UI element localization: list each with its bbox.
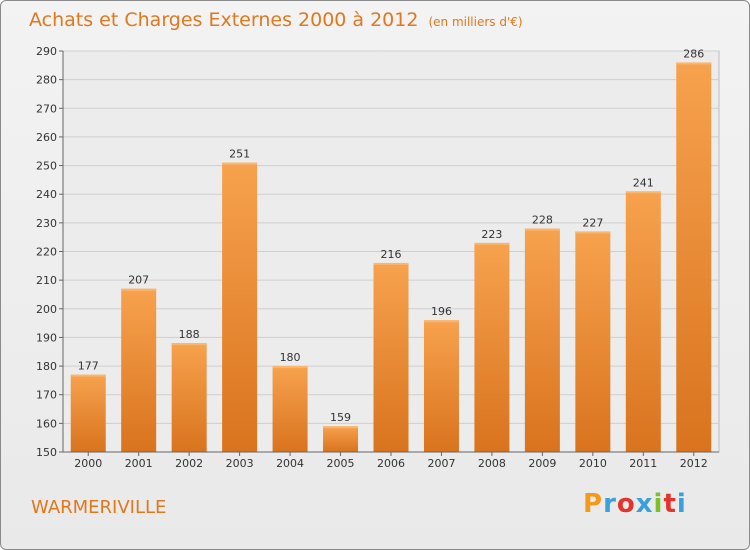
bar (474, 242, 510, 452)
bar-top-highlight (474, 242, 510, 245)
y-tick-label: 280 (36, 74, 57, 87)
bar-value-label: 223 (481, 228, 502, 241)
bar-value-label: 188 (179, 328, 200, 341)
y-tick-label: 270 (36, 102, 57, 115)
logo-letter: x (635, 489, 654, 519)
x-tick-label: 2002 (175, 457, 203, 470)
bar-value-label: 177 (78, 360, 99, 373)
x-tick-label: 2007 (427, 457, 455, 470)
bar (70, 374, 106, 452)
bar (121, 288, 157, 452)
bar-value-label: 159 (330, 411, 351, 424)
x-tick-label: 2000 (74, 457, 102, 470)
x-tick-label: 2001 (125, 457, 153, 470)
y-tick-label: 150 (36, 446, 57, 459)
y-tick-label: 240 (36, 188, 57, 201)
bar (272, 366, 308, 452)
x-tick-label: 2012 (680, 457, 708, 470)
bar-top-highlight (171, 343, 207, 346)
x-tick-label: 2003 (226, 457, 254, 470)
logo-letter: i (676, 489, 687, 519)
y-tick-label: 180 (36, 360, 57, 373)
y-tick-label: 230 (36, 217, 57, 230)
logo-letter: r (603, 489, 617, 519)
x-tick-label: 2011 (629, 457, 657, 470)
logo-letter: t (663, 489, 677, 519)
bar-top-highlight (625, 191, 661, 194)
logo-letter: i (653, 489, 664, 519)
bar (423, 320, 459, 452)
bar (575, 231, 611, 452)
bar-value-label: 228 (532, 214, 553, 227)
bar-top-highlight (323, 426, 359, 429)
bar-top-highlight (423, 320, 459, 323)
y-tick-label: 200 (36, 303, 57, 316)
y-tick-label: 170 (36, 389, 57, 402)
bar-top-highlight (70, 374, 106, 377)
city-name: WARMERIVILLE (31, 497, 167, 518)
bar-value-label: 196 (431, 305, 452, 318)
y-tick-label: 290 (36, 45, 57, 58)
bar-value-label: 216 (381, 248, 402, 261)
bar-top-highlight (524, 228, 560, 231)
chart-title-text: Achats et Charges Externes 2000 à 2012 (29, 9, 419, 31)
bar (524, 228, 560, 452)
bar-top-highlight (121, 288, 157, 291)
bar (373, 262, 409, 452)
x-tick-label: 2006 (377, 457, 405, 470)
bar-value-label: 241 (633, 176, 654, 189)
y-tick-label: 210 (36, 274, 57, 287)
logo-letter: o (616, 489, 636, 519)
x-tick-label: 2004 (276, 457, 304, 470)
x-tick-label: 2010 (579, 457, 607, 470)
bar (676, 62, 712, 452)
y-tick-label: 160 (36, 417, 57, 430)
bar (171, 343, 207, 452)
bar-value-label: 180 (280, 351, 301, 364)
x-tick-label: 2009 (528, 457, 556, 470)
bar-value-label: 227 (582, 216, 603, 229)
bar-top-highlight (222, 162, 258, 165)
y-tick-label: 250 (36, 160, 57, 173)
chart-subtitle: (en milliers d'€) (428, 15, 523, 29)
bar (625, 191, 661, 452)
y-tick-label: 260 (36, 131, 57, 144)
logo-letter: P (583, 489, 604, 519)
y-tick-label: 190 (36, 331, 57, 344)
bar-top-highlight (676, 62, 712, 65)
bar-value-label: 207 (128, 274, 149, 287)
bar-value-label: 286 (683, 47, 704, 60)
chart-title: Achats et Charges Externes 2000 à 2012 (e… (29, 9, 523, 31)
proxiti-logo: Proxiti (583, 489, 687, 519)
x-tick-label: 2005 (327, 457, 355, 470)
bar-top-highlight (575, 231, 611, 234)
bar-top-highlight (373, 262, 409, 265)
bar-top-highlight (272, 366, 308, 369)
y-tick-label: 220 (36, 246, 57, 259)
bar-value-label: 251 (229, 148, 250, 161)
bar (222, 162, 258, 452)
bar (323, 426, 359, 452)
x-tick-label: 2008 (478, 457, 506, 470)
